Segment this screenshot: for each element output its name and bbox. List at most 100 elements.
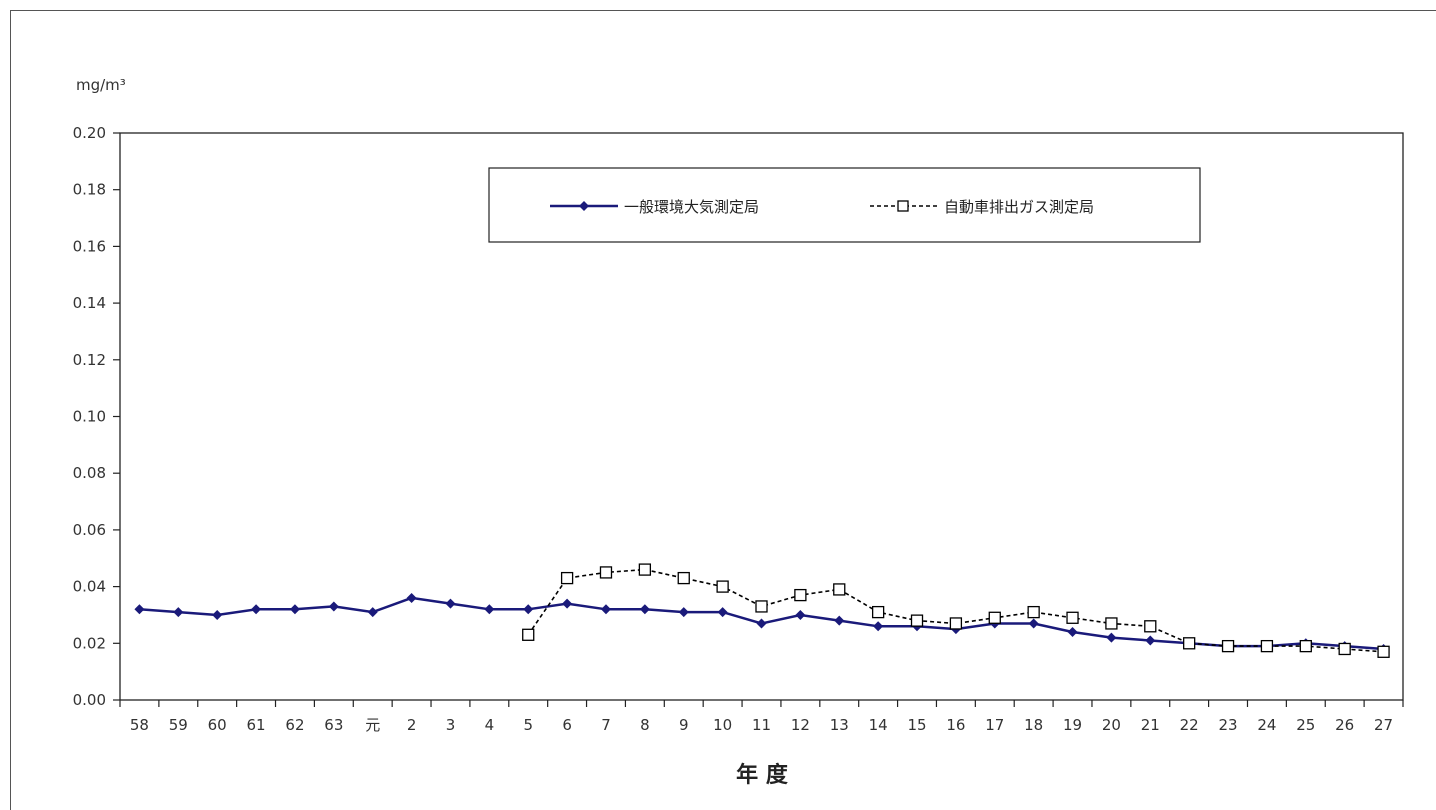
series-1-point (1145, 635, 1156, 646)
series-2-point (794, 588, 807, 602)
series-2-point (599, 566, 613, 579)
series-1-point (367, 607, 378, 618)
series-2-point (1260, 639, 1274, 653)
x-tick-label: 63 (324, 716, 343, 734)
legend-marker-series-2 (897, 200, 909, 212)
y-tick-label: 0.12 (73, 351, 106, 369)
x-tick-label: 15 (907, 716, 926, 734)
y-tick-label: 0.14 (73, 294, 106, 312)
y-tick-label: 0.04 (73, 578, 106, 596)
legend-label-series-2: 自動車排出ガス測定局 (944, 198, 1094, 216)
x-tick-label: 26 (1335, 716, 1354, 734)
x-tick-label: 20 (1102, 716, 1121, 734)
series-1-point (484, 604, 495, 615)
series-1-point (173, 607, 184, 618)
series-1-point (795, 609, 806, 620)
series-1-point (1028, 618, 1039, 629)
x-tick-label: 58 (130, 716, 149, 734)
series-line-2 (527, 568, 1384, 653)
y-axis-label: mg/m³ (76, 76, 126, 94)
x-tick-label: 59 (169, 716, 188, 734)
series-1-point (873, 621, 884, 632)
series-2-point (871, 605, 885, 619)
series-2-point (988, 611, 1001, 624)
x-tick-label: 4 (485, 716, 495, 734)
series-2-point (755, 600, 768, 613)
y-tick-label: 0.08 (73, 464, 106, 482)
series-2-point (1377, 645, 1390, 658)
x-tick-label: 12 (791, 716, 810, 734)
x-tick-label: 2 (407, 716, 417, 734)
series-1-point (834, 615, 845, 626)
series-2-point (1221, 639, 1235, 653)
x-tick-label: 11 (752, 716, 771, 734)
y-tick-label: 0.10 (73, 408, 106, 426)
x-tick-label: 17 (985, 716, 1004, 734)
series-2-point (1183, 637, 1196, 650)
x-tick-label: 18 (1024, 716, 1043, 734)
series-2-point (1105, 617, 1118, 630)
series-2-point (1027, 605, 1040, 619)
chart-frame (10, 10, 1436, 810)
legend-label-series-1: 一般環境大気測定局 (624, 198, 759, 216)
y-tick-label: 0.18 (73, 181, 106, 199)
x-tick-label: 8 (640, 716, 650, 734)
y-tick-label: 0.02 (73, 634, 106, 652)
series-1-point (1106, 632, 1117, 643)
x-tick-label: 10 (713, 716, 732, 734)
x-tick-label: 23 (1218, 716, 1237, 734)
x-tick-label: 22 (1180, 716, 1199, 734)
series-2-point (677, 571, 690, 585)
series-2-point (638, 563, 652, 576)
series-1-point (678, 607, 689, 618)
series-2-point (522, 628, 535, 641)
y-tick-label: 0.16 (73, 237, 106, 255)
legend-marker-series-1 (579, 201, 589, 211)
series-2-point (716, 580, 729, 593)
y-tick-label: 0.20 (73, 124, 106, 142)
legend: 一般環境大気測定局 自動車排出ガス測定局 (488, 167, 1201, 243)
series-2-point (1338, 642, 1351, 656)
series-1-point (212, 609, 223, 620)
x-tick-label: 14 (869, 716, 888, 734)
series-2-point (1144, 620, 1157, 633)
x-tick-label: 25 (1296, 716, 1315, 734)
series-2-point (560, 571, 574, 585)
series-2-point (1066, 611, 1079, 624)
y-tick-label: 0.06 (73, 521, 106, 539)
series-1-point (756, 618, 767, 629)
series-1-point (600, 604, 611, 615)
series-1-point (639, 604, 650, 615)
x-tick-label: 9 (679, 716, 689, 734)
series-1-point (134, 604, 145, 615)
x-tick-label: 61 (247, 716, 266, 734)
series-1-point (445, 598, 456, 609)
series-2-point (1299, 639, 1312, 653)
series-2-point (910, 614, 924, 627)
x-tick-label: 6 (562, 716, 572, 734)
series-2-point (949, 617, 963, 630)
x-tick-label: 16 (946, 716, 965, 734)
y-tick-label: 0.00 (73, 691, 106, 709)
x-tick-label: 19 (1063, 716, 1082, 734)
x-tick-label: 13 (830, 716, 849, 734)
x-tick-label: 元 (365, 716, 380, 734)
x-tick-label: 21 (1141, 716, 1160, 734)
x-tick-label: 3 (446, 716, 456, 734)
x-tick-label: 7 (601, 716, 611, 734)
series-1-point (289, 604, 300, 615)
series-1-point (523, 604, 534, 615)
x-tick-label: 60 (208, 716, 227, 734)
x-tick-label: 24 (1257, 716, 1276, 734)
x-tick-label: 5 (523, 716, 533, 734)
series-1-point (251, 604, 262, 615)
x-tick-label: 27 (1374, 716, 1393, 734)
series-1-point (562, 598, 573, 609)
series-1-point (1067, 626, 1078, 637)
x-tick-label: 62 (285, 716, 304, 734)
x-axis-label: 年 度 (736, 762, 789, 788)
series-1-point (328, 601, 339, 612)
series-1-point (717, 607, 728, 618)
series-2-point (833, 583, 846, 596)
